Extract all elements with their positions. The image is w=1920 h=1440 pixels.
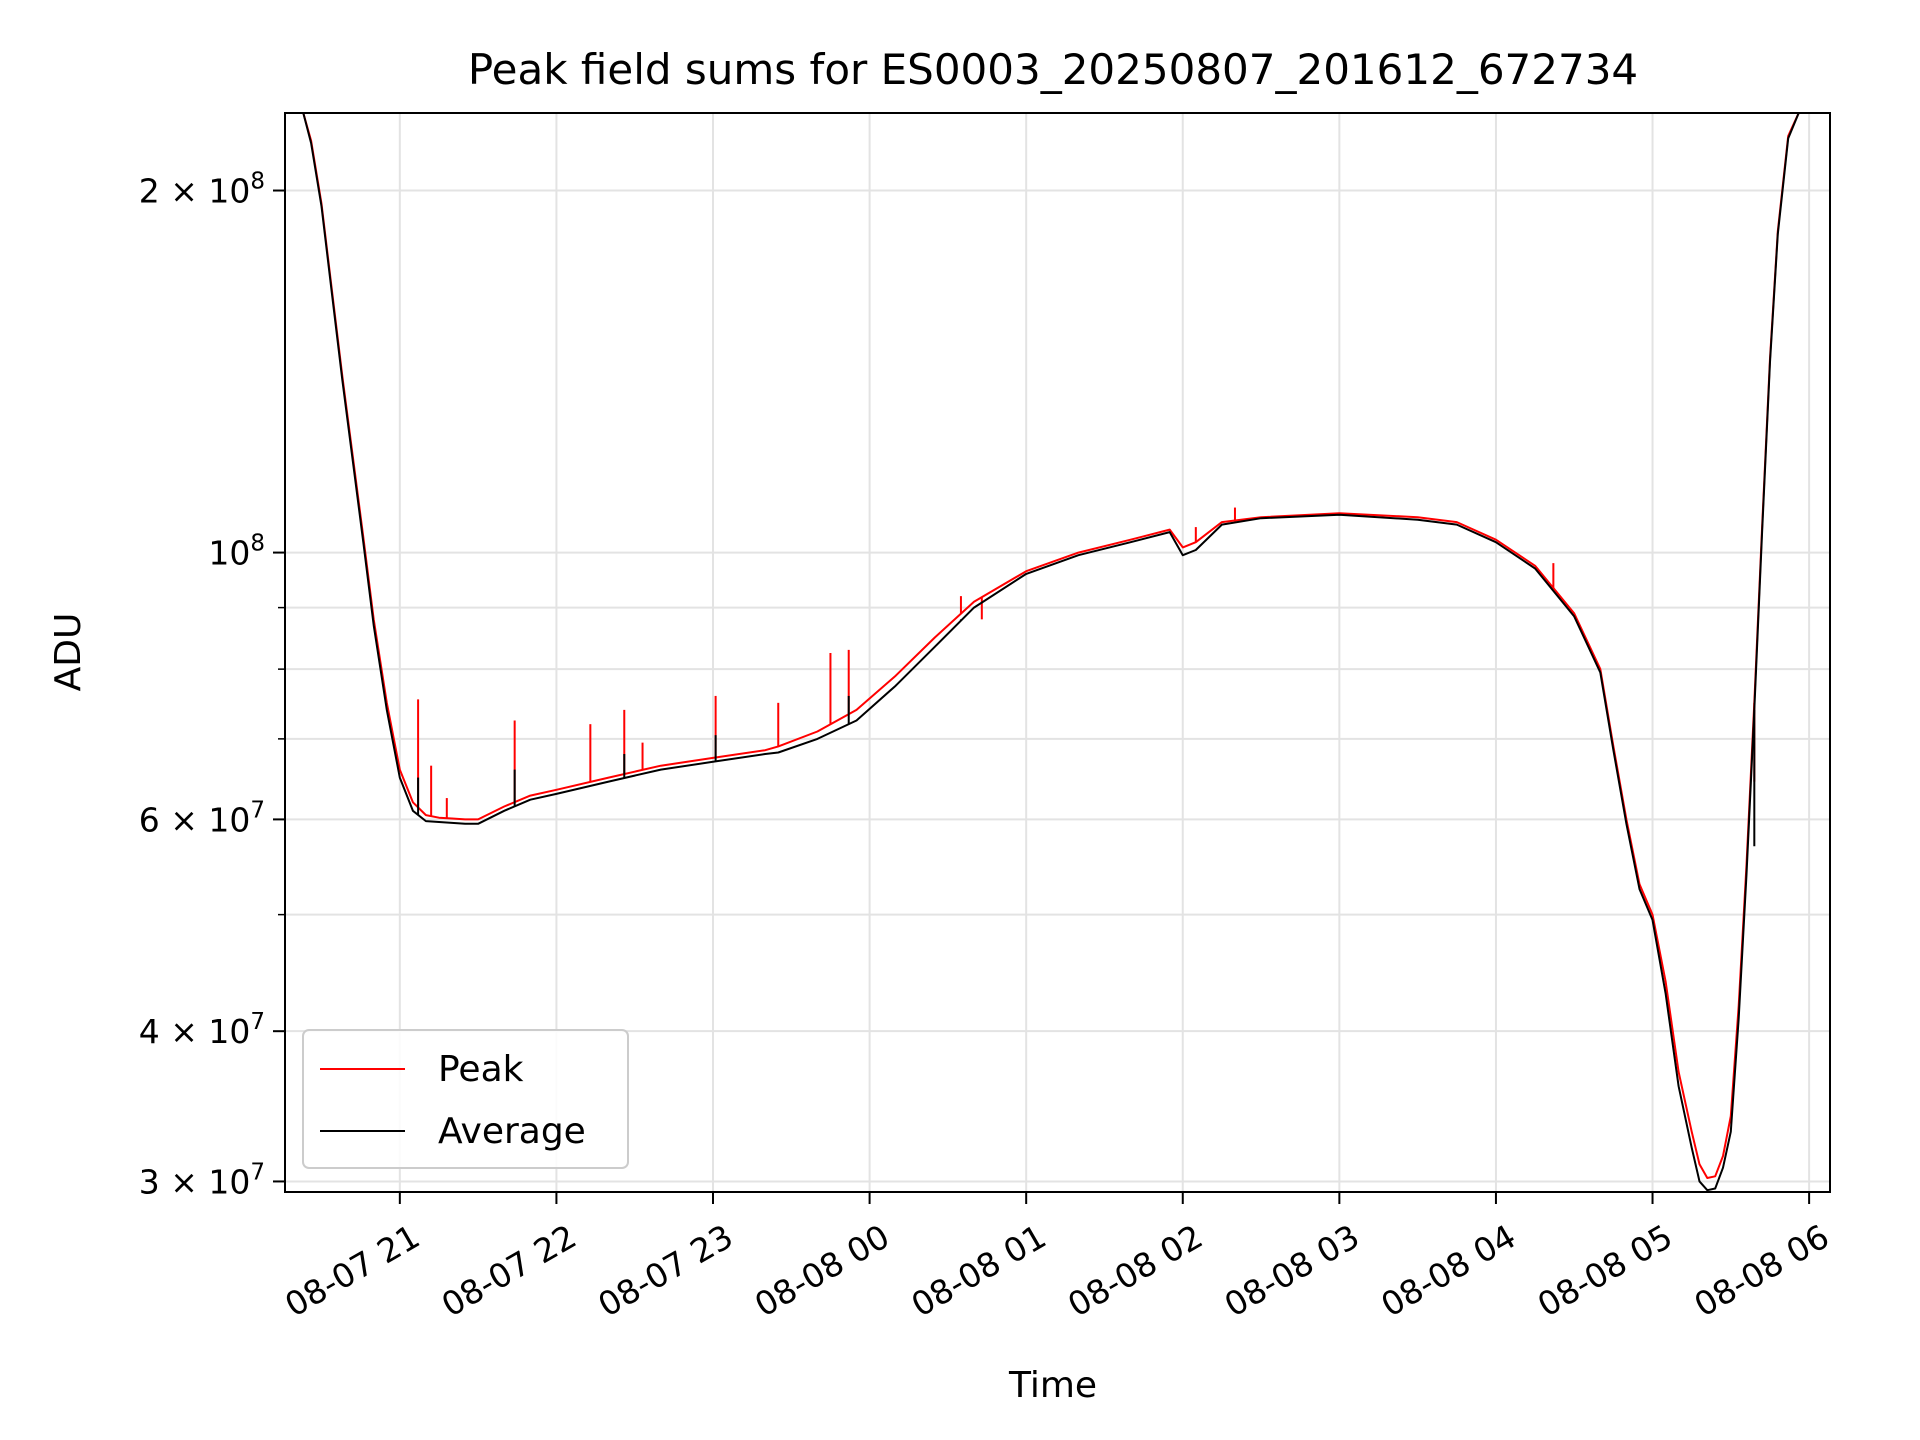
legend-box xyxy=(302,1029,629,1169)
y-tick-label: 3 × 107 xyxy=(139,1159,265,1201)
legend-label-peak: Peak xyxy=(438,1049,524,1090)
y-tick-label: 2 × 108 xyxy=(139,169,265,211)
plot-frame xyxy=(284,112,1831,1193)
y-tick-label: 108 xyxy=(208,531,265,573)
legend-label-average: Average xyxy=(438,1111,586,1152)
series-group xyxy=(295,113,1804,1192)
series-line-average xyxy=(295,113,1804,1192)
legend: Peak Average xyxy=(302,1029,629,1169)
x-axis-label: Time xyxy=(1008,1365,1097,1406)
y-axis-label: ADU xyxy=(48,613,89,692)
series-line-peak xyxy=(295,113,1804,1179)
chart-title: Peak field sums for ES0003_20250807_2016… xyxy=(468,45,1638,94)
y-tick-label: 6 × 107 xyxy=(139,797,265,839)
plot-area xyxy=(295,113,1804,1192)
y-tick-label: 4 × 107 xyxy=(139,1009,265,1051)
